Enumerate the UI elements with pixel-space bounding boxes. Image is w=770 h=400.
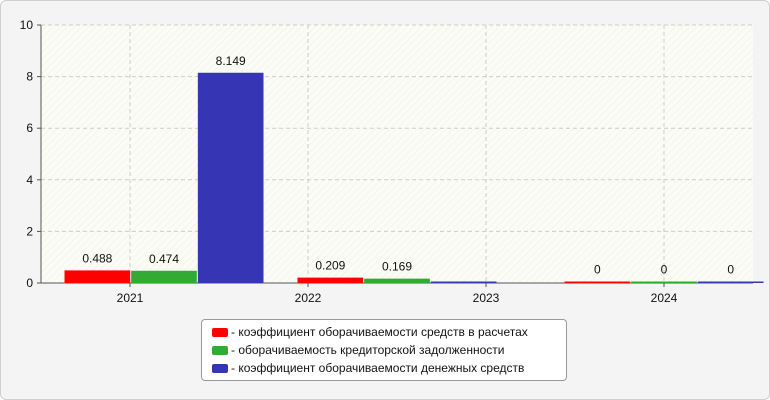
plot-area bbox=[41, 25, 753, 283]
bar bbox=[697, 281, 764, 283]
bar-value-label: 8.149 bbox=[216, 54, 246, 68]
bars bbox=[64, 72, 764, 283]
bar bbox=[364, 278, 430, 283]
legend-swatch-green bbox=[212, 345, 228, 355]
x-tick-label: 2024 bbox=[651, 291, 678, 305]
bar-value-label: 0.474 bbox=[149, 252, 179, 266]
y-tick-label: 4 bbox=[26, 173, 33, 187]
x-tick-label: 2021 bbox=[117, 291, 144, 305]
legend-label: - оборачиваемость кредиторской задолженн… bbox=[231, 343, 505, 357]
bar-value-label: 0.209 bbox=[315, 259, 345, 273]
bar-value-label: 0.169 bbox=[382, 260, 412, 274]
y-tick-label: 6 bbox=[26, 121, 33, 135]
legend-item-settlement-turnover: - коэффициент оборачиваемости средств в … bbox=[212, 323, 566, 341]
y-tick-label: 10 bbox=[20, 18, 34, 32]
bar bbox=[297, 277, 364, 283]
bar-value-label: 0 bbox=[594, 263, 601, 277]
bar bbox=[430, 281, 497, 283]
bar-value-label: 0 bbox=[661, 263, 668, 277]
bar-value-label: 0 bbox=[727, 263, 734, 277]
legend-swatch-red bbox=[212, 327, 228, 337]
y-tick-label: 0 bbox=[26, 276, 33, 290]
bar-value-label: 0.488 bbox=[82, 251, 112, 265]
bar bbox=[197, 72, 264, 283]
legend-label: - коэффициент оборачиваемости денежных с… bbox=[231, 361, 525, 375]
x-tick-label: 2022 bbox=[295, 291, 322, 305]
bar bbox=[64, 270, 131, 283]
x-tick-label: 2023 bbox=[473, 291, 500, 305]
legend-swatch-blue bbox=[212, 363, 228, 373]
legend-item-payables-turnover: - оборачиваемость кредиторской задолженн… bbox=[212, 341, 566, 359]
data-labels: 0.488 0.474 8.149 0.209 0.169 0 0 0 bbox=[82, 54, 734, 277]
bar bbox=[631, 281, 697, 283]
legend-label: - коэффициент оборачиваемости средств в … bbox=[231, 325, 528, 339]
legend: - коэффициент оборачиваемости средств в … bbox=[201, 319, 567, 381]
bar bbox=[131, 270, 197, 283]
bar bbox=[564, 281, 631, 283]
legend-item-cash-turnover: - коэффициент оборачиваемости денежных с… bbox=[212, 359, 566, 377]
y-tick-label: 8 bbox=[26, 70, 33, 84]
y-tick-label: 2 bbox=[26, 224, 33, 238]
grid bbox=[41, 24, 753, 283]
